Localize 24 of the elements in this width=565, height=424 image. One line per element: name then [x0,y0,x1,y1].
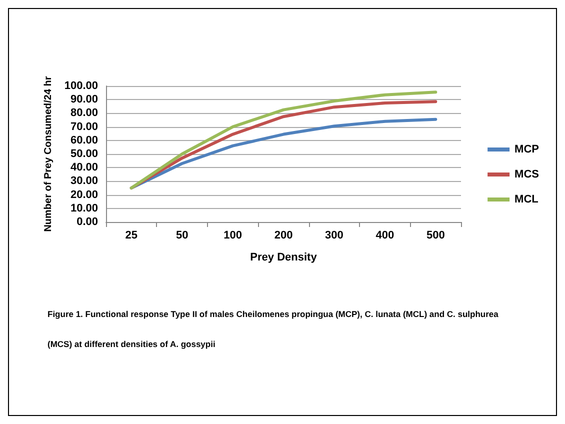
y-tick-label: 70.00 [70,120,98,133]
legend-label: MCP [514,144,540,156]
y-axis-title: Number of Prey Consumed/24 hr [42,76,54,232]
y-tick-label: 20.00 [70,188,98,201]
y-tick-label: 80.00 [70,107,98,120]
x-tick-label: 50 [176,230,188,242]
y-tick-label: 0.00 [76,216,98,228]
legend-label: MCS [514,168,540,180]
legend-label: MCL [514,194,539,206]
x-tick-label: 300 [325,230,344,242]
y-tick-label: 60.00 [70,134,98,146]
y-tick-label: 10.00 [70,202,98,214]
y-tick-label: 100.00 [64,80,98,92]
x-axis-title: Prey Density [250,252,318,264]
text: Figure 1. Functional response Type II of males Cheilomenes propingua (MCP), C. lunata (MCL) and C. sulphurea (MCS) at different densities of A. gossypii [48,309,498,349]
x-tick-label: 100 [224,230,242,242]
x-tick-label: 200 [274,230,293,242]
y-tick-label: 50.00 [70,148,98,160]
y-tick-label: 30.00 [70,175,98,188]
y-tick-label: 90.00 [70,94,98,106]
x-tick-label: 400 [376,230,394,242]
x-tick-label: 25 [125,230,138,242]
x-tick-label: 500 [426,230,445,242]
y-tick-label: 40.00 [70,162,98,174]
